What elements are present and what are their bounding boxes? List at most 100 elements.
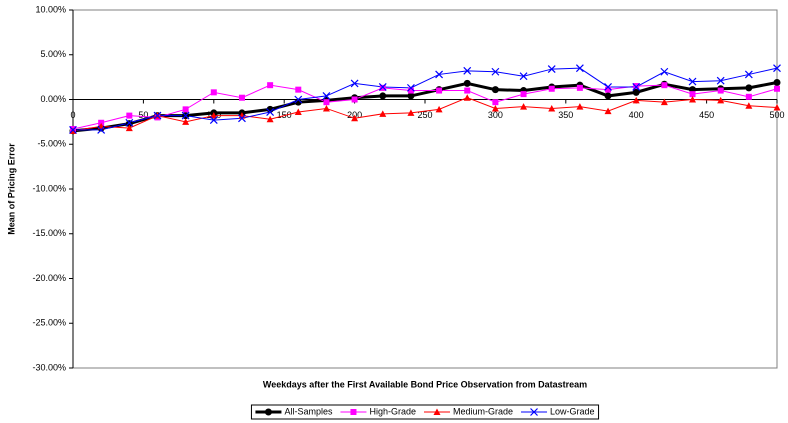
marker [407, 109, 415, 116]
marker [435, 105, 443, 113]
marker [323, 99, 330, 106]
marker [351, 96, 358, 103]
series-line [73, 67, 778, 131]
marker [125, 124, 133, 132]
marker [351, 114, 359, 122]
marker [604, 83, 612, 91]
legend-label: Medium-Grade [453, 406, 513, 416]
marker [530, 408, 538, 416]
marker [689, 91, 696, 98]
marker [126, 112, 133, 119]
marker [633, 83, 640, 90]
marker [717, 87, 724, 94]
marker [379, 92, 387, 100]
marker [182, 118, 190, 125]
marker [773, 78, 781, 86]
y-tick-label: -5.00% [37, 139, 66, 149]
series-line [72, 84, 778, 130]
marker [632, 83, 641, 91]
marker [575, 64, 584, 73]
marker [210, 112, 218, 119]
marker [407, 87, 414, 94]
marker [210, 89, 217, 96]
marker [379, 110, 387, 117]
marker [745, 93, 752, 100]
marker [520, 91, 527, 98]
legend: All-Samples High-Grade Medium-Grade Low-Gra… [250, 404, 600, 420]
marker [97, 126, 106, 134]
marker [435, 70, 444, 79]
marker [153, 111, 162, 120]
x-tick-label: 300 [488, 110, 503, 120]
marker [632, 88, 640, 96]
y-tick-label: 0.00% [40, 94, 66, 104]
marker [264, 408, 272, 416]
marker [406, 83, 415, 92]
x-tick-label: 400 [629, 110, 644, 120]
y-tick-label: -30.00% [32, 362, 66, 372]
marker [661, 82, 668, 89]
x-tick-label: 500 [769, 110, 784, 120]
y-tick-label: 10.00% [35, 4, 66, 14]
marker [491, 86, 499, 94]
marker [433, 408, 441, 415]
marker [294, 108, 302, 116]
marker [604, 92, 612, 100]
marker [125, 118, 134, 127]
marker [605, 86, 612, 93]
marker [745, 102, 753, 109]
marker [350, 409, 357, 415]
marker [773, 64, 781, 73]
y-axis-title: Mean of Pricing Error [6, 143, 16, 235]
x-tick-label: 50 [138, 110, 148, 120]
marker [716, 76, 725, 85]
marker [660, 98, 668, 106]
marker [98, 119, 105, 126]
marker [717, 96, 725, 104]
series-line [72, 97, 778, 132]
marker [266, 115, 274, 123]
marker [238, 114, 246, 123]
marker [744, 70, 753, 79]
marker [604, 107, 612, 115]
marker [773, 104, 781, 111]
marker [379, 84, 386, 91]
marker [519, 72, 528, 81]
marker [520, 103, 528, 110]
legend-label: Low-Grade [550, 406, 595, 416]
marker [774, 85, 780, 92]
marker [548, 85, 555, 92]
marker [266, 108, 275, 116]
marker [294, 95, 303, 104]
marker [492, 99, 499, 106]
marker [547, 65, 556, 73]
marker [69, 126, 77, 134]
legend-label: All-Samples [284, 406, 333, 416]
marker [238, 94, 245, 101]
x-tick-label: 450 [699, 110, 714, 120]
marker [632, 96, 640, 104]
x-tick-label: 350 [558, 110, 573, 120]
x-tick-label: 150 [277, 110, 292, 120]
marker [209, 116, 218, 125]
x-axis-title: Weekdays after the First Available Bond … [263, 379, 587, 389]
marker [407, 92, 415, 100]
x-tick-label: 250 [417, 110, 432, 120]
marker [463, 79, 471, 87]
y-tick-label: -20.00% [32, 273, 66, 283]
marker [745, 84, 753, 92]
marker [576, 103, 584, 110]
plot-area [72, 9, 778, 369]
marker [295, 86, 302, 93]
marker [660, 67, 669, 76]
y-tick-label: -25.00% [32, 318, 66, 328]
marker [491, 104, 499, 112]
marker [463, 94, 471, 101]
legend-label: High-Grade [369, 406, 416, 416]
marker [463, 66, 472, 75]
marker [689, 96, 697, 103]
marker [322, 91, 331, 100]
marker [267, 82, 274, 89]
marker [436, 87, 443, 94]
marker [322, 104, 330, 112]
